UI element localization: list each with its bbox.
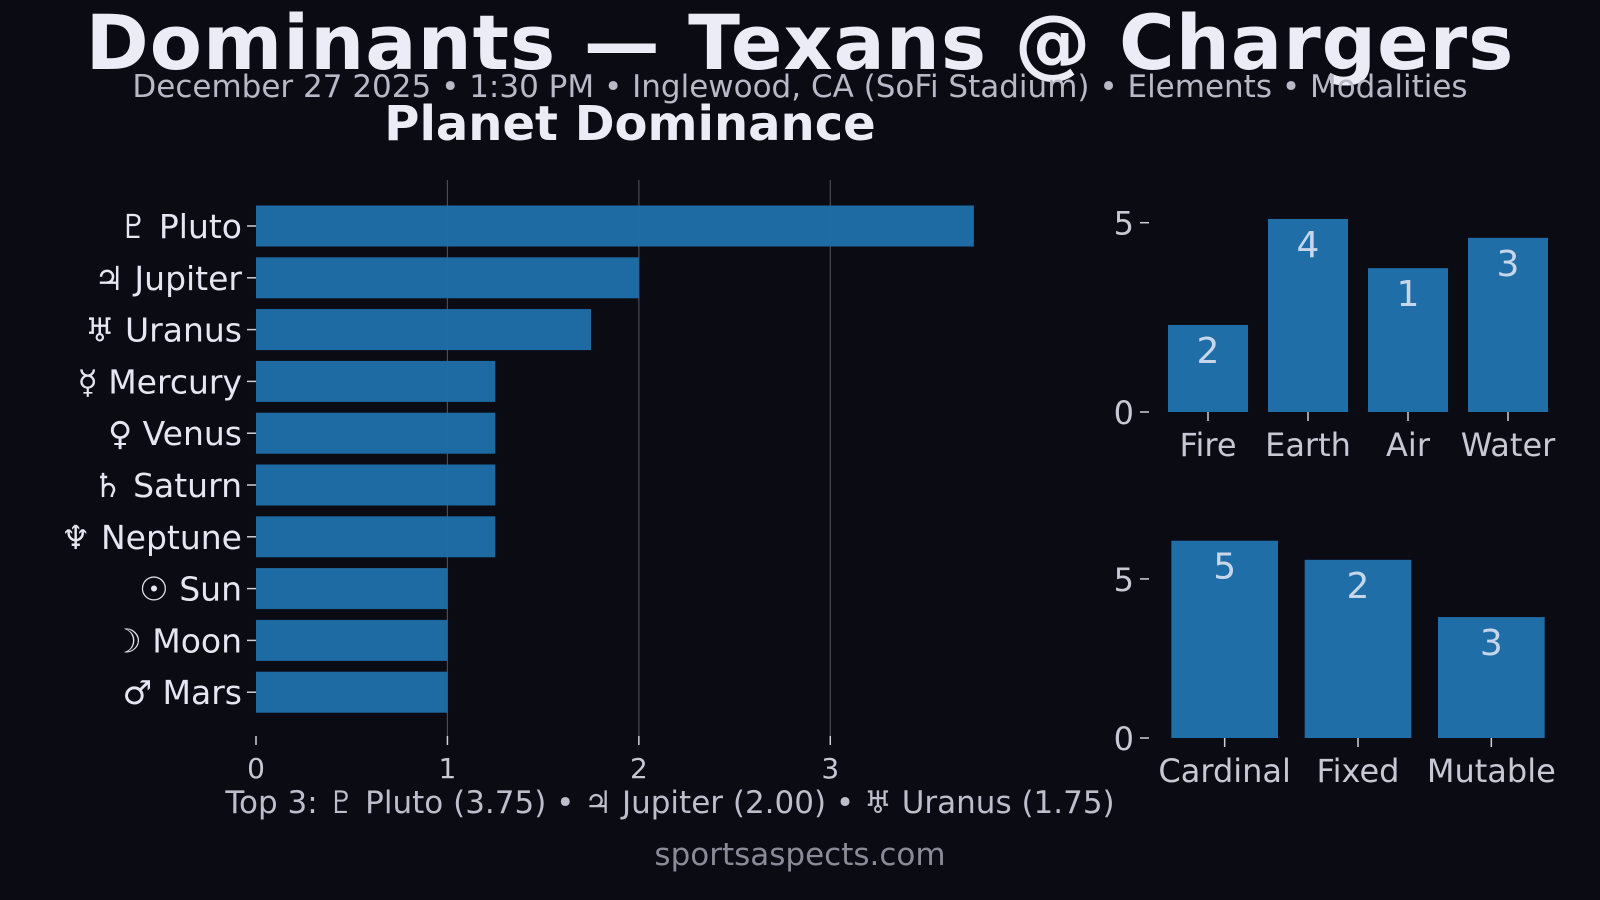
planet-bar-9: [256, 671, 448, 713]
planet-label-5: ♄ Saturn: [93, 466, 242, 505]
element-bar-2: [1368, 268, 1448, 412]
planet-label-0: ♇ Pluto: [119, 207, 242, 246]
planet-label-3: ☿ Mercury: [77, 362, 242, 401]
modality-bar-value-0: 5: [1213, 547, 1236, 588]
planet-bar-2: [256, 309, 591, 351]
modality-bar-1: [1304, 559, 1412, 738]
modalities-panel: 0 5 5 Cardinal 2 Fixed 3 Mutable: [1114, 540, 1556, 790]
x-tick-label-0: 0: [247, 752, 265, 785]
planet-label-4: ♀ Venus: [108, 414, 242, 453]
modality-y-tick-label-0: 0: [1114, 720, 1134, 758]
element-x-label-1: Earth: [1265, 426, 1351, 464]
element-bar-3: [1468, 237, 1548, 412]
modality-bar-0: [1171, 540, 1278, 738]
planet-label-7: ☉ Sun: [139, 570, 242, 609]
element-x-label-0: Fire: [1179, 426, 1236, 464]
element-y-tick-label-0: 0: [1114, 394, 1134, 432]
element-x-label-3: Water: [1461, 426, 1556, 464]
planet-bar-0: [256, 205, 974, 247]
planet-bar-7: [256, 568, 448, 610]
modality-bar-2: [1438, 617, 1545, 738]
element-bar-0: [1168, 324, 1248, 412]
planet-bar-1: [256, 257, 639, 299]
planet-label-6: ♆ Neptune: [61, 518, 242, 557]
site-credit: sportsaspects.com: [654, 837, 945, 873]
modality-bar-value-1: 2: [1347, 566, 1370, 607]
planet-label-1: ♃ Jupiter: [94, 259, 242, 298]
planet-label-2: ♅ Uranus: [85, 311, 242, 350]
element-bar-value-3: 3: [1497, 244, 1520, 285]
modality-y-tick-label-1: 5: [1114, 561, 1134, 599]
planet-bar-3: [256, 360, 496, 402]
planet-bar-5: [256, 464, 496, 506]
modality-x-label-2: Mutable: [1427, 752, 1556, 790]
x-tick-label-2: 2: [630, 752, 648, 785]
element-bar-value-2: 1: [1397, 274, 1420, 315]
element-bar-value-0: 2: [1197, 331, 1220, 372]
element-bar-value-1: 4: [1297, 225, 1320, 266]
planet-label-9: ♂ Mars: [122, 673, 242, 712]
chart-title: Dominants — Texans @ Chargers: [85, 0, 1515, 87]
planet-panel-title: Planet Dominance: [384, 96, 875, 152]
elements-panel: 0 5 2 Fire 4 Earth 1 Air 3 Water: [1114, 205, 1557, 464]
planet-bar-6: [256, 516, 496, 558]
element-x-label-2: Air: [1386, 426, 1431, 464]
x-tick-label-3: 3: [821, 752, 839, 785]
element-y-tick-label-1: 5: [1114, 205, 1134, 243]
x-tick-label-1: 1: [439, 752, 457, 785]
modality-x-label-1: Fixed: [1317, 752, 1400, 790]
element-bar-1: [1268, 218, 1348, 412]
planet-label-8: ☽ Moon: [112, 621, 242, 660]
modality-x-label-0: Cardinal: [1158, 752, 1291, 790]
top3-summary: Top 3: ♇ Pluto (3.75) • ♃ Jupiter (2.00)…: [224, 785, 1114, 821]
planet-bar-4: [256, 412, 496, 454]
planet-dominance-panel: ♇ Pluto ♃ Jupiter ♅ Uranus ☿ Mercury ♀ Venus…: [61, 180, 974, 785]
chart-subtitle: December 27 2025 • 1:30 PM • Inglewood, …: [132, 69, 1468, 105]
planet-bar-8: [256, 619, 448, 661]
modality-bar-value-2: 3: [1480, 623, 1503, 664]
